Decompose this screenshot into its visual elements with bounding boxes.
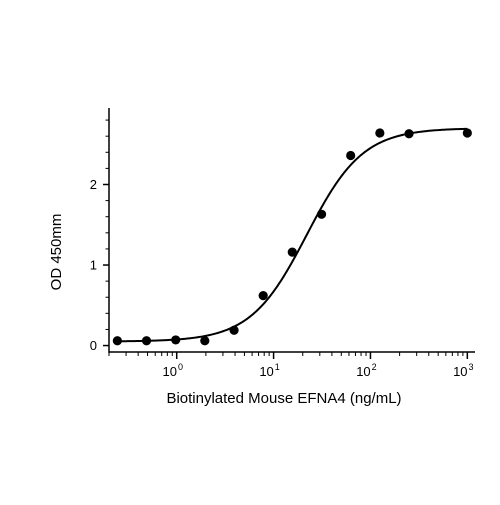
- x-tick-label: 101: [259, 362, 279, 379]
- data-point: [346, 150, 356, 161]
- data-point: [258, 291, 268, 301]
- y-tick-label: 1: [90, 258, 97, 273]
- data-point: [171, 335, 181, 345]
- data-point: [112, 336, 122, 346]
- x-axis-label: Biotinylated Mouse EFNA4 (ng/mL): [166, 390, 401, 407]
- data-point: [287, 247, 297, 257]
- x-tick-label: 102: [356, 362, 376, 379]
- data-points: [112, 128, 472, 346]
- y-axis-label: OD 450mm: [48, 214, 65, 291]
- data-point: [462, 128, 472, 138]
- x-tick-label: 103: [453, 362, 473, 379]
- data-point: [375, 128, 385, 138]
- fit-curve-layer: [117, 127, 468, 343]
- data-point: [141, 336, 152, 346]
- data-point: [229, 325, 239, 335]
- data-point: [316, 209, 327, 219]
- y-tick-label: 0: [90, 338, 97, 353]
- y-tick-label: 2: [90, 177, 97, 192]
- axes: 0 1 2 100 101 102 103: [90, 108, 475, 379]
- data-point: [404, 129, 414, 139]
- data-point: [200, 336, 210, 346]
- x-tick-label: 100: [162, 362, 182, 379]
- fit-curve: [117, 127, 468, 343]
